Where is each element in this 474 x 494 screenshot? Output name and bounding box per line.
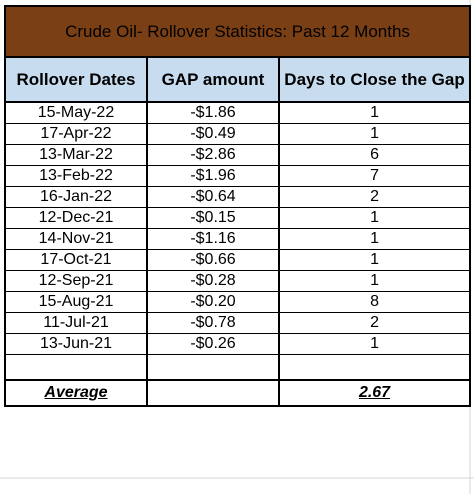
blank-cell[interactable] — [277, 354, 472, 381]
rollover-date-cell[interactable]: 14-Nov-21 — [4, 228, 148, 250]
gap-amount-cell[interactable]: -$1.86 — [146, 101, 280, 124]
rollover-statistics-table: Crude Oil- Rollover Statistics: Past 12 … — [3, 5, 472, 407]
table-row: 12-Sep-21 -$0.28 1 — [4, 270, 472, 292]
days-to-close-cell[interactable]: 1 — [277, 249, 472, 271]
rollover-date-cell[interactable]: 17-Oct-21 — [4, 249, 148, 271]
table-row: 12-Dec-21 -$0.15 1 — [4, 207, 472, 229]
days-to-close-cell[interactable]: 1 — [277, 333, 472, 355]
rollover-date-cell[interactable]: 16-Jan-22 — [4, 186, 148, 208]
days-to-close-cell[interactable]: 1 — [277, 228, 472, 250]
table-row: 14-Nov-21 -$1.16 1 — [4, 228, 472, 250]
table-row: 15-May-22 -$1.86 1 — [4, 101, 472, 124]
rollover-date-cell[interactable]: 12-Dec-21 — [4, 207, 148, 229]
data-rows: 15-May-22 -$1.86 1 17-Apr-22 -$0.49 1 13-Mar-2… — [4, 101, 472, 355]
table-row: 13-Jun-21 -$0.26 1 — [4, 333, 472, 355]
table-row: 17-Oct-21 -$0.66 1 — [4, 249, 472, 271]
rollover-date-cell[interactable]: 11-Jul-21 — [4, 312, 148, 334]
days-to-close-cell[interactable]: 2 — [277, 312, 472, 334]
table-row: 13-Feb-22 -$1.96 7 — [4, 165, 472, 187]
gap-amount-cell[interactable]: -$1.96 — [146, 165, 280, 187]
header-row: Rollover Dates GAP amount Days to Close … — [4, 56, 472, 103]
blank-cell[interactable] — [146, 354, 280, 381]
gap-amount-cell[interactable]: -$0.66 — [146, 249, 280, 271]
table-row: 17-Apr-22 -$0.49 1 — [4, 123, 472, 145]
header-rollover-dates[interactable]: Rollover Dates — [4, 56, 148, 103]
days-to-close-cell[interactable]: 8 — [277, 291, 472, 313]
gap-amount-cell[interactable]: -$0.49 — [146, 123, 280, 145]
rollover-date-cell[interactable]: 15-Aug-21 — [4, 291, 148, 313]
gap-amount-cell[interactable]: -$2.86 — [146, 144, 280, 166]
gap-amount-cell[interactable]: -$0.20 — [146, 291, 280, 313]
header-days-to-close[interactable]: Days to Close the Gap — [277, 56, 472, 103]
gap-amount-cell[interactable]: -$0.26 — [146, 333, 280, 355]
table-title[interactable]: Crude Oil- Rollover Statistics: Past 12 … — [3, 5, 472, 58]
blank-row — [4, 354, 472, 381]
days-to-close-cell[interactable]: 2 — [277, 186, 472, 208]
table-row: 16-Jan-22 -$0.64 2 — [4, 186, 472, 208]
average-empty-cell[interactable] — [146, 379, 280, 407]
rollover-date-cell[interactable]: 15-May-22 — [4, 101, 148, 124]
rollover-date-cell[interactable]: 17-Apr-22 — [4, 123, 148, 145]
days-to-close-cell[interactable]: 1 — [277, 101, 472, 124]
rollover-date-cell[interactable]: 13-Mar-22 — [4, 144, 148, 166]
gap-amount-cell[interactable]: -$0.15 — [146, 207, 280, 229]
days-to-close-cell[interactable]: 1 — [277, 207, 472, 229]
table-row: 15-Aug-21 -$0.20 8 — [4, 291, 472, 313]
gap-amount-cell[interactable]: -$0.64 — [146, 186, 280, 208]
gap-amount-cell[interactable]: -$0.78 — [146, 312, 280, 334]
header-gap-amount[interactable]: GAP amount — [146, 56, 280, 103]
days-to-close-cell[interactable]: 1 — [277, 270, 472, 292]
average-row: Average 2.67 — [4, 379, 472, 407]
table-row: 13-Mar-22 -$2.86 6 — [4, 144, 472, 166]
rollover-date-cell[interactable]: 13-Jun-21 — [4, 333, 148, 355]
gap-amount-cell[interactable]: -$1.16 — [146, 228, 280, 250]
days-to-close-cell[interactable]: 7 — [277, 165, 472, 187]
average-label[interactable]: Average — [4, 379, 148, 407]
blank-cell[interactable] — [4, 354, 148, 381]
rollover-date-cell[interactable]: 12-Sep-21 — [4, 270, 148, 292]
average-value[interactable]: 2.67 — [277, 379, 472, 407]
gap-amount-cell[interactable]: -$0.28 — [146, 270, 280, 292]
table-row: 11-Jul-21 -$0.78 2 — [4, 312, 472, 334]
days-to-close-cell[interactable]: 1 — [277, 123, 472, 145]
days-to-close-cell[interactable]: 6 — [277, 144, 472, 166]
rollover-date-cell[interactable]: 13-Feb-22 — [4, 165, 148, 187]
